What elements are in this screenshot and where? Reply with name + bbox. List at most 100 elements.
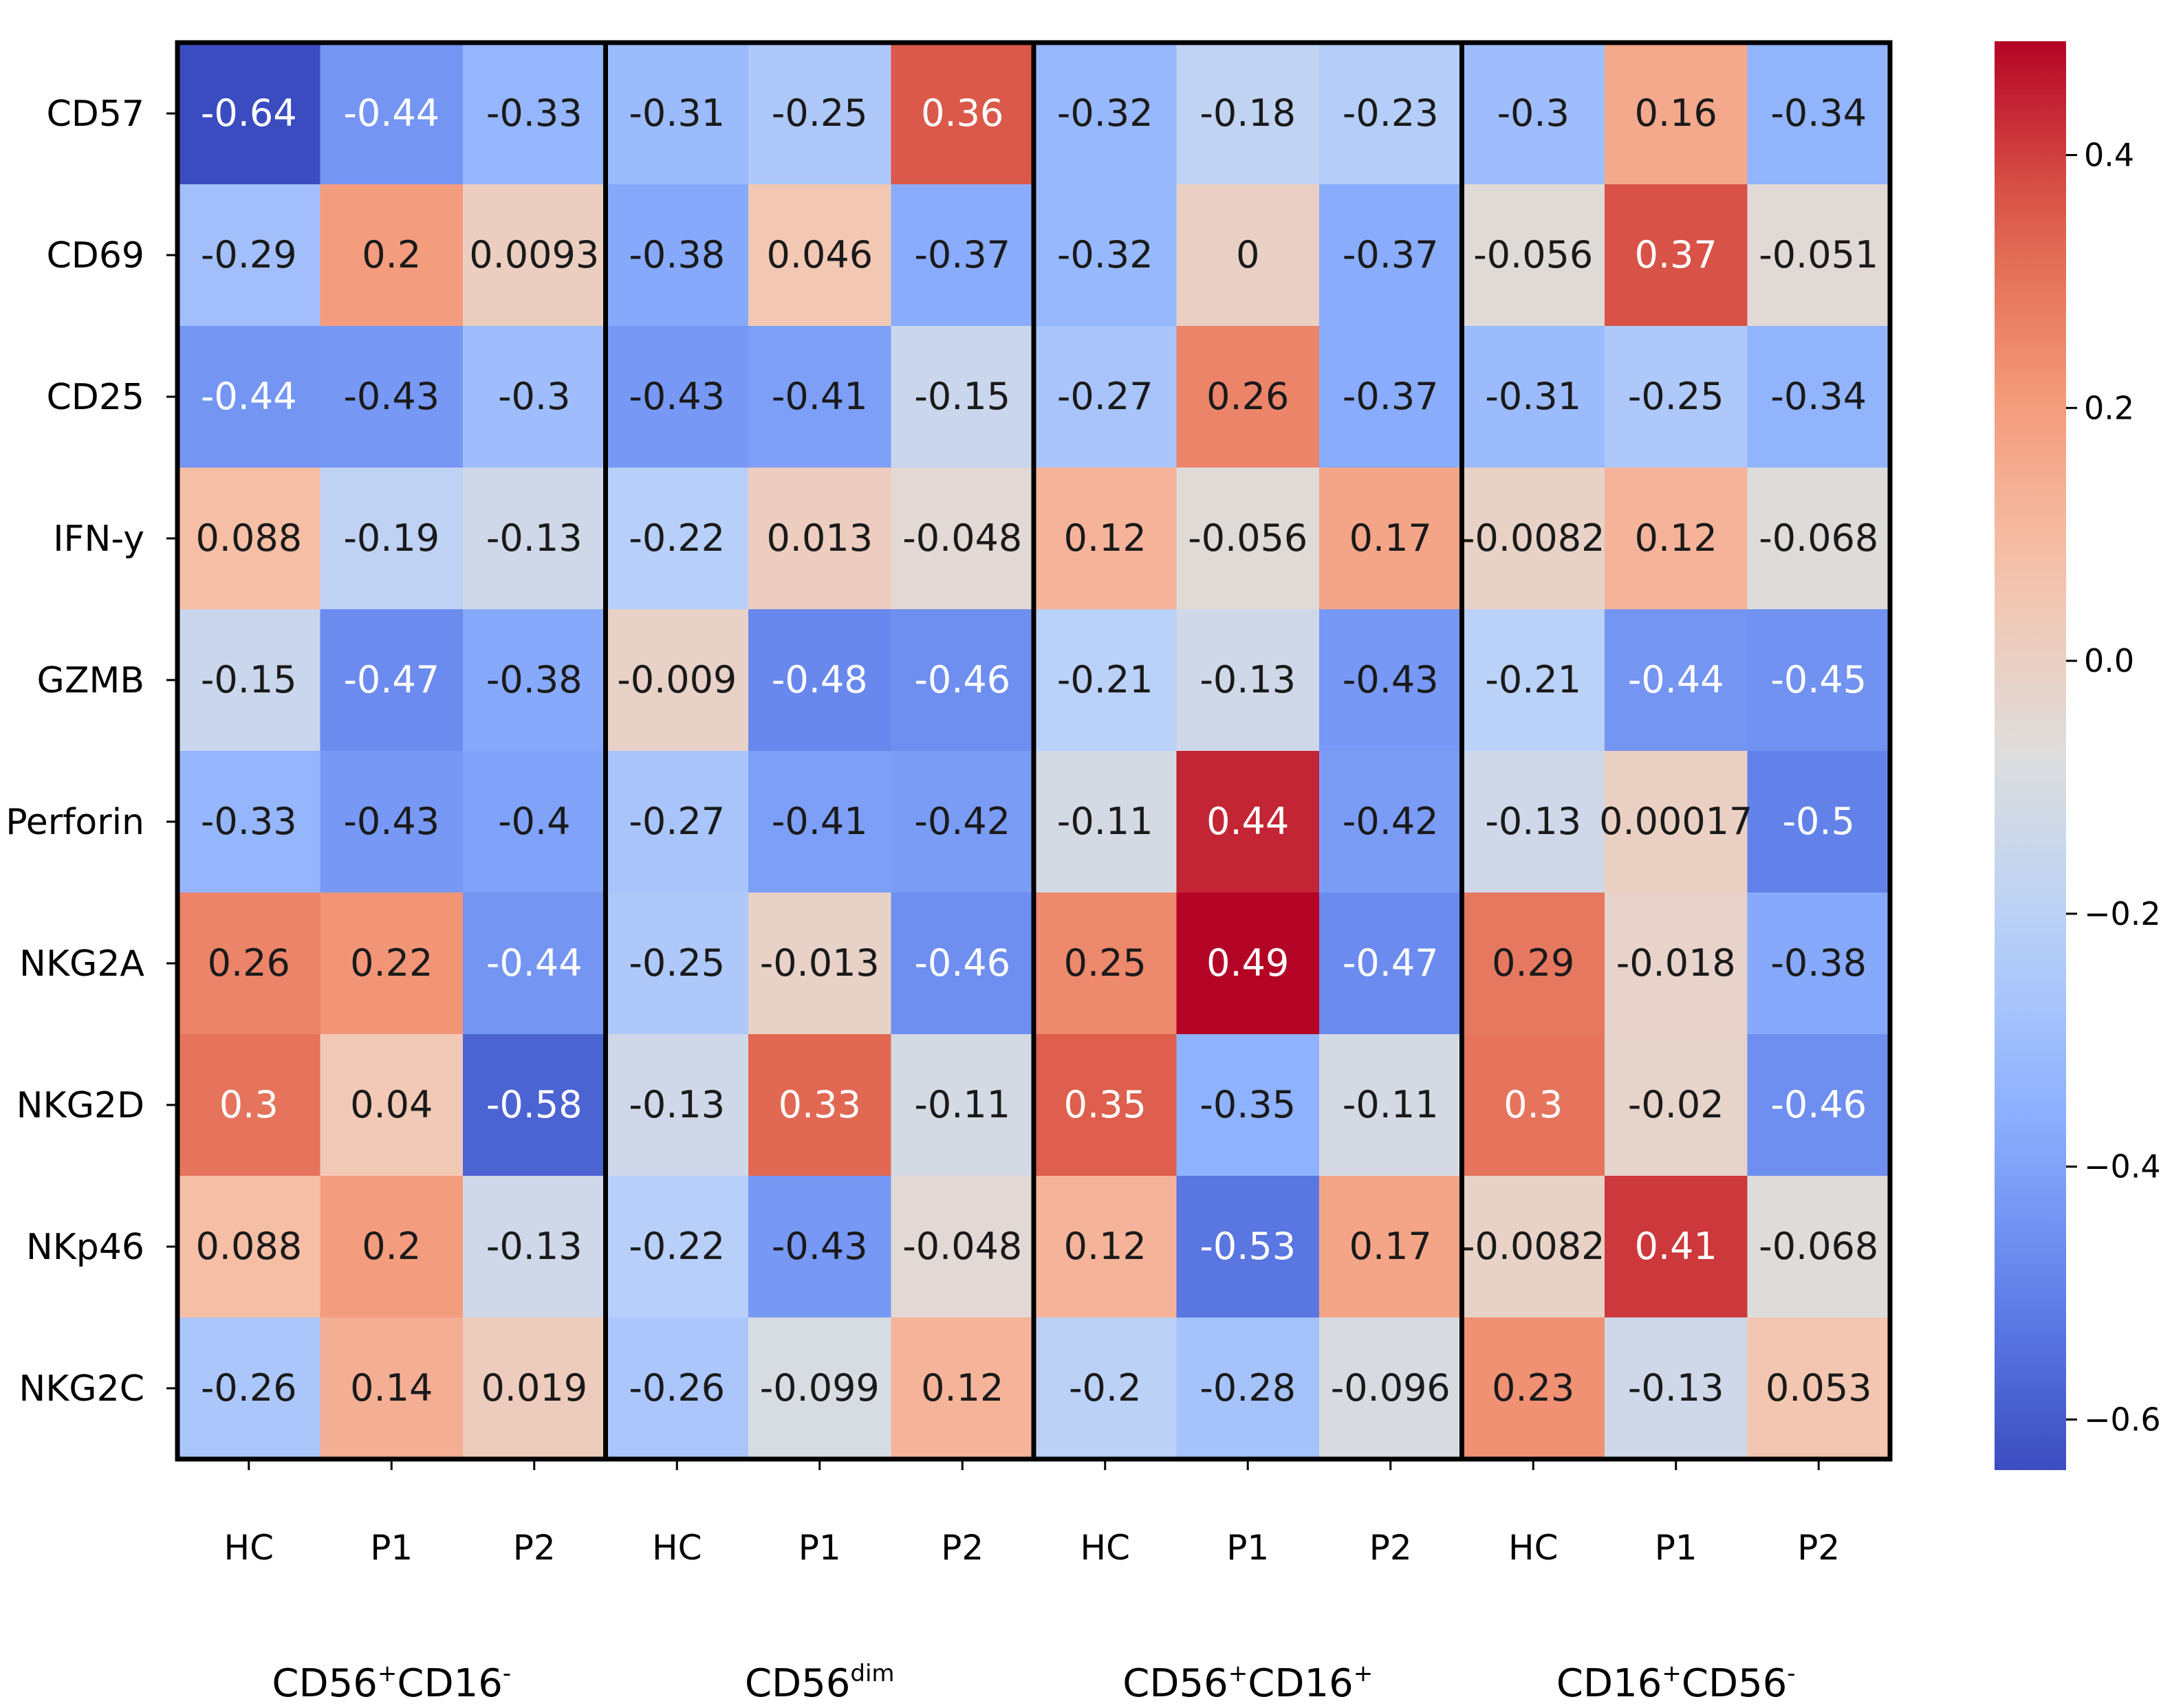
heatmap-cell — [1747, 1176, 1891, 1318]
cell-value-label: 0.00017 — [1599, 800, 1752, 843]
row-label: NKG2D — [17, 1085, 144, 1126]
cell-value-label: 0.3 — [219, 1083, 279, 1126]
cell-value-label: 0.046 — [766, 233, 873, 276]
heatmap-cell — [891, 751, 1034, 893]
heatmap-cell — [320, 751, 464, 893]
colorbar-tick-label: 0.2 — [2084, 389, 2134, 426]
cell-value-label: 0.088 — [195, 1225, 302, 1268]
heatmap-cell — [1462, 893, 1605, 1035]
cell-value-label: -0.051 — [1759, 233, 1878, 276]
cell-value-label: 0.12 — [1064, 516, 1147, 560]
heatmap-cell — [1034, 43, 1177, 185]
cell-value-label: -0.18 — [1199, 91, 1296, 135]
row-label: CD57 — [46, 94, 144, 135]
heatmap-cell — [1034, 609, 1177, 752]
heatmap-cell — [320, 1176, 464, 1318]
cell-value-label: -0.45 — [1770, 658, 1867, 701]
heatmap-cell — [1747, 609, 1891, 752]
cell-value-label: -0.29 — [201, 233, 297, 276]
cell-value-label: -0.43 — [629, 375, 725, 418]
column-label: P2 — [941, 1528, 984, 1568]
cell-value-label: -0.009 — [617, 658, 737, 701]
cell-value-label: -0.43 — [772, 1225, 868, 1268]
heatmap-cell — [463, 326, 607, 468]
column-label: P1 — [370, 1528, 413, 1568]
heatmap-cell — [891, 1176, 1034, 1318]
heatmap-cell — [1176, 184, 1320, 327]
cell-value-label: -0.53 — [1199, 1225, 1296, 1268]
cell-value-label: -0.33 — [201, 800, 297, 843]
heatmap-cell — [463, 1034, 607, 1176]
column-label: P2 — [1369, 1528, 1412, 1568]
cell-value-label: -0.47 — [1343, 941, 1439, 985]
cell-value-label: 0.36 — [921, 91, 1003, 135]
cell-value-label: -0.056 — [1188, 516, 1307, 560]
cell-value-label: -0.31 — [629, 91, 725, 135]
cell-value-label: 0.41 — [1635, 1225, 1717, 1268]
cell-value-label: -0.11 — [1057, 800, 1153, 843]
cell-value-label: -0.28 — [1199, 1366, 1296, 1410]
cell-value-label: -0.15 — [201, 658, 297, 701]
row-label: NKG2A — [19, 943, 144, 985]
heatmap-cell — [1747, 184, 1891, 327]
heatmap-cell — [605, 1034, 749, 1176]
cell-value-label: -0.068 — [1759, 1225, 1878, 1268]
heatmap-cell — [177, 468, 321, 610]
cell-value-label: 0.26 — [208, 941, 290, 985]
cell-value-label: -0.02 — [1628, 1083, 1724, 1126]
heatmap-cell — [1034, 751, 1177, 893]
heatmap-cell — [1034, 1034, 1177, 1176]
cell-value-label: -0.38 — [486, 658, 583, 701]
heatmap-cell — [891, 893, 1034, 1035]
cell-value-label: -0.42 — [914, 800, 1010, 843]
heatmap-cell — [748, 326, 892, 468]
heatmap-cell — [463, 609, 607, 752]
heatmap-cell — [320, 1317, 464, 1460]
cell-value-label: -0.23 — [1343, 91, 1439, 135]
cell-value-label: -0.46 — [914, 941, 1010, 985]
cell-value-label: -0.44 — [486, 941, 583, 985]
heatmap-cell — [1605, 1317, 1748, 1460]
heatmap-cell — [1462, 609, 1605, 752]
column-label: P2 — [513, 1528, 556, 1568]
heatmap-cell — [605, 326, 749, 468]
cell-value-label: -0.58 — [486, 1083, 583, 1126]
cell-value-label: -0.13 — [1628, 1366, 1724, 1410]
cell-value-label: -0.096 — [1331, 1366, 1451, 1410]
colorbar-gradient — [1995, 41, 2066, 1470]
heatmap-cell — [463, 893, 607, 1035]
cell-value-label: -0.44 — [343, 91, 439, 135]
heatmap-cell — [177, 1176, 321, 1318]
cell-value-label: -0.37 — [1343, 233, 1439, 276]
heatmap-cell — [177, 751, 321, 893]
cell-value-label: 0.16 — [1635, 91, 1717, 135]
colorbar-tick-label: −0.4 — [2084, 1148, 2161, 1185]
heatmap-cell — [463, 184, 607, 327]
row-label: CD25 — [46, 377, 144, 418]
heatmap-cell — [1319, 184, 1463, 327]
group-label: CD16+CD56- — [1556, 1660, 1796, 1706]
heatmap-cell — [605, 893, 749, 1035]
heatmap-cell — [320, 326, 464, 468]
heatmap-cell — [891, 184, 1034, 327]
cell-value-label: 0.37 — [1635, 233, 1717, 276]
heatmap-cell — [1319, 1034, 1463, 1176]
cell-value-label: 0 — [1236, 233, 1259, 276]
heatmap-cell — [1747, 1317, 1891, 1460]
cell-value-label: 0.23 — [1492, 1366, 1574, 1410]
colorbar-tick-label: −0.6 — [2084, 1401, 2161, 1438]
heatmap-cell — [1319, 751, 1463, 893]
cell-value-label: -0.13 — [1485, 800, 1581, 843]
cell-value-label: -0.34 — [1770, 375, 1867, 418]
cell-value-label: -0.13 — [486, 516, 583, 560]
heatmap-cell — [1747, 326, 1891, 468]
group-label: CD56dim — [745, 1660, 895, 1706]
cell-value-label: -0.2 — [1069, 1366, 1141, 1410]
column-label: HC — [652, 1528, 702, 1568]
heatmap-cell — [1605, 751, 1748, 893]
heatmap-cell — [1462, 184, 1605, 327]
heatmap-cell — [1034, 184, 1177, 327]
cell-value-label: -0.32 — [1057, 91, 1153, 135]
heatmap-cell — [463, 43, 607, 185]
column-label: P1 — [1655, 1528, 1697, 1568]
